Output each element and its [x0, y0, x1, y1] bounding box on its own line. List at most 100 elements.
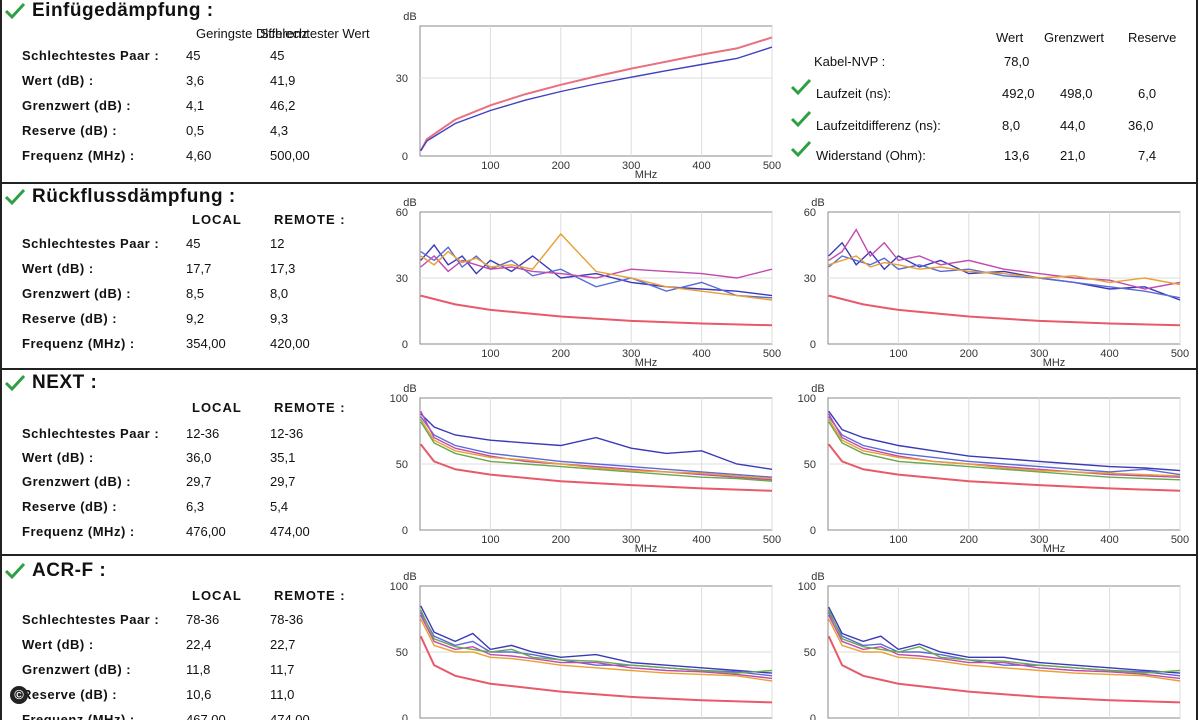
- column-header-local: LOCAL: [192, 588, 242, 603]
- series-line-45-78: [828, 418, 1181, 477]
- value-1: 4,1: [186, 98, 205, 113]
- series-line-12-36: [420, 413, 773, 470]
- checkmark-icon: [4, 2, 26, 20]
- value-remote: 5,4: [270, 499, 289, 514]
- row-label: Grenzwert (dB) :: [22, 662, 132, 677]
- x-tick-label: 100: [481, 160, 499, 172]
- series-line-12-45: [420, 416, 773, 478]
- series-line-36-78: [420, 421, 773, 482]
- series-line-12-45: [828, 416, 1181, 476]
- y-tick-label: 0: [810, 339, 816, 351]
- section-header: NEXT :: [4, 372, 97, 394]
- value-remote: 22,7: [270, 637, 296, 652]
- value-remote: 78-36: [270, 612, 304, 627]
- cable-row-limit: 21,0: [1060, 148, 1086, 163]
- checkmark-icon: [790, 110, 812, 128]
- checkmark-icon: [790, 140, 812, 158]
- y-axis-label: dB: [403, 11, 416, 23]
- row-reserve: Reserve (dB) : 9,2 9,3: [22, 311, 360, 326]
- row-label: Schlechtestes Paar :: [22, 236, 160, 251]
- x-tick-label: 300: [622, 160, 640, 172]
- x-tick-label: 300: [622, 534, 640, 546]
- limit-line: [827, 443, 1181, 492]
- limit-line: [420, 294, 773, 327]
- x-tick-label: 200: [960, 348, 978, 360]
- section-acrf: ACR-F : LOCAL REMOTE : Schlechtestes Paa…: [0, 554, 1198, 720]
- x-tick-label: 500: [763, 348, 781, 360]
- row-label: Frequenz (MHz) :: [22, 712, 135, 720]
- x-tick-label: 200: [552, 534, 570, 546]
- series-line-pair-4: [420, 232, 773, 301]
- value-local: 354,00: [186, 336, 226, 351]
- y-tick-label: 100: [390, 581, 408, 593]
- y-tick-label: 0: [810, 713, 816, 720]
- value-1: 4,60: [186, 148, 212, 163]
- x-axis-label: MHz: [1043, 543, 1066, 555]
- value-remote: 474,00: [270, 524, 310, 539]
- value-remote: 8,0: [270, 286, 289, 301]
- limit-line: [419, 443, 773, 492]
- row-worst-pair: Schlechtestes Paar : 12-36 12-36: [22, 426, 360, 441]
- value-remote: 12-36: [270, 426, 304, 441]
- value-remote: 29,7: [270, 474, 296, 489]
- cable-row-value: 13,6: [1004, 148, 1030, 163]
- cable-header-reserve: Reserve: [1128, 30, 1177, 45]
- column-header-remote: REMOTE :: [274, 588, 346, 603]
- value-local: 6,3: [186, 499, 205, 514]
- y-tick-label: 50: [804, 647, 816, 659]
- row-worst-pair: Schlechtestes Paar : 78-36 78-36: [22, 612, 360, 627]
- value-2: 45: [270, 48, 285, 63]
- x-tick-label: 500: [763, 534, 781, 546]
- x-tick-label: 200: [960, 534, 978, 546]
- value-2: 500,00: [270, 148, 310, 163]
- series-line-pair-2: [828, 255, 1181, 299]
- series-line-pair-2: [420, 246, 773, 299]
- y-axis-label: dB: [811, 383, 824, 395]
- row-reserve: Reserve (dB) : 10,6 11,0: [22, 687, 360, 702]
- x-axis-label: MHz: [635, 357, 658, 369]
- cable-row-reserve: 36,0: [1128, 118, 1154, 133]
- value-local: 29,7: [186, 474, 212, 489]
- y-tick-label: 30: [804, 273, 816, 285]
- x-tick-label: 400: [692, 348, 710, 360]
- value-local: 476,00: [186, 524, 226, 539]
- row-frequency: Frequenz (MHz) : 467,00 474,00: [22, 712, 360, 720]
- series-line-limit: [419, 36, 773, 152]
- row-reserve: Reserve (dB) : 0,5 4,3: [22, 123, 360, 138]
- row-label: Wert (dB) :: [22, 73, 94, 88]
- x-tick-label: 100: [481, 534, 499, 546]
- y-tick-label: 0: [402, 151, 408, 163]
- row-label: Schlechtestes Paar :: [22, 426, 160, 441]
- row-label: Wert (dB) :: [22, 261, 94, 276]
- y-tick-label: 100: [798, 393, 816, 405]
- cable-row-reserve: 7,4: [1138, 148, 1157, 163]
- y-axis-label: dB: [811, 197, 824, 209]
- row-limit: Grenzwert (dB) : 8,5 8,0: [22, 286, 360, 301]
- value-local: 78-36: [186, 612, 220, 627]
- series-line-36-45: [828, 609, 1181, 674]
- x-tick-label: 300: [622, 348, 640, 360]
- x-tick-label: 200: [552, 348, 570, 360]
- y-axis-label: dB: [403, 383, 416, 395]
- cable-row-label: Laufzeitdifferenz (ns):: [816, 118, 941, 133]
- row-label: Grenzwert (dB) :: [22, 474, 132, 489]
- x-tick-label: 400: [692, 160, 710, 172]
- section-title: Rückflussdämpfung :: [32, 186, 236, 207]
- x-tick-label: 500: [1171, 534, 1189, 546]
- section-header: Einfügedämpfung :: [4, 0, 214, 22]
- value-local: 8,5: [186, 286, 205, 301]
- series-line-45-78: [828, 618, 1181, 682]
- row-worst-pair: Schlechtestes Paar : 45 45: [22, 48, 360, 63]
- y-tick-label: 50: [396, 459, 408, 471]
- row-limit: Grenzwert (dB) : 11,8 11,7: [22, 662, 360, 677]
- section-header: ACR-F :: [4, 560, 106, 582]
- series-line-45-78: [420, 618, 773, 682]
- cable-header-value: Wert: [996, 30, 1024, 45]
- column-header-local: LOCAL: [192, 212, 242, 227]
- section-return-loss: Rückflussdämpfung : LOCAL REMOTE : Schle…: [0, 182, 1198, 370]
